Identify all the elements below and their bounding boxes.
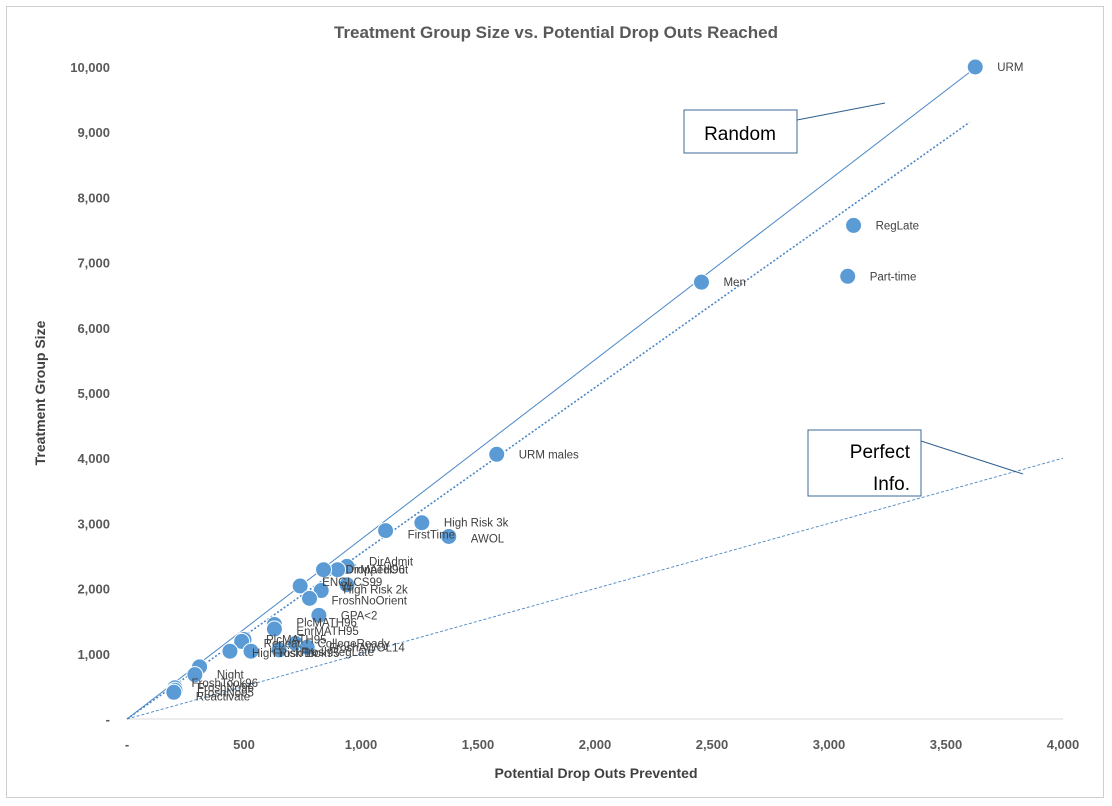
y-tick-label: 7,000: [77, 256, 110, 271]
data-point-label: FroshNo96: [197, 683, 254, 695]
data-point: [242, 642, 260, 660]
y-tick-label: 1,000: [77, 647, 110, 662]
data-point: [966, 58, 984, 76]
data-point-label: High Risk 2k: [343, 585, 408, 597]
x-tick-label: 3,500: [930, 737, 963, 752]
callout-box: [683, 109, 798, 154]
data-point-label: ENGLCS99: [322, 577, 382, 589]
data-point: [312, 582, 330, 600]
data-point-label: FroshNo95: [197, 687, 254, 699]
x-tick-label: 500: [233, 737, 255, 752]
reference-line-perfect-info: [126, 457, 1064, 720]
data-point-label: PlcMATH96: [296, 617, 357, 629]
callout-label: Random: [704, 124, 776, 145]
data-point: [291, 577, 309, 595]
x-tick-label: 2,000: [579, 737, 612, 752]
chart-title: Treatment Group Size vs. Potential Drop …: [334, 23, 778, 42]
data-point: [186, 666, 204, 684]
y-axis-ticks: - 1,000 2,000 3,000 4,000 5,000 6,000 7,000 8,00…: [70, 60, 110, 727]
y-tick-label: 2,000: [77, 582, 110, 597]
data-point-label: FroshAWOL14: [329, 642, 405, 654]
y-tick-label: 10,000: [70, 60, 110, 75]
data-point: [377, 522, 395, 540]
y-tick-label: 4,000: [77, 451, 110, 466]
x-axis-title: Potential Drop Outs Prevented: [494, 765, 697, 781]
data-point-label: FroshRegLate: [301, 647, 374, 659]
data-point-label: DroppedOut: [346, 565, 409, 577]
data-point-label: Repeat: [264, 638, 302, 650]
data-point: [315, 561, 333, 579]
y-tick-label: 6,000: [77, 321, 110, 336]
data-point: [413, 514, 431, 532]
data-point-label: URM males: [519, 449, 579, 461]
data-point-label: FroshTook95: [273, 648, 339, 660]
x-tick-label: -: [125, 737, 129, 752]
data-point-label: FroshTook96: [192, 678, 258, 690]
x-tick-label: 1,500: [462, 737, 495, 752]
x-tick-label: 1,000: [345, 737, 378, 752]
data-points: [165, 58, 984, 701]
x-axis-ticks: - 500 1,000 1,500 2,000 2,500 3,000 3,500 4,000: [125, 737, 1079, 752]
data-point: [488, 445, 506, 463]
data-point: [165, 683, 183, 701]
data-point-label: FirstTime: [408, 530, 455, 542]
y-axis-title: Treatment Group Size: [32, 320, 48, 465]
data-point-label: DirMATH96: [346, 565, 405, 577]
data-point: [265, 620, 283, 638]
data-point: [221, 642, 239, 660]
data-point-label: High Risk 3k: [444, 518, 509, 530]
data-point-labels: URM RegLate Part-time Men URM males High Risk…: [192, 62, 1024, 703]
chart-frame: [6, 6, 1104, 798]
data-point-label: FroshNoOrient: [332, 595, 408, 607]
callout-leader-line: [920, 440, 1024, 475]
data-point-label: PlcMATH95: [266, 634, 327, 646]
callout-label: Perfect: [850, 442, 911, 463]
data-point: [692, 273, 710, 291]
data-point: [298, 638, 316, 656]
data-point-label: CollegeReady: [317, 638, 389, 650]
data-point-label: URM: [997, 62, 1023, 74]
data-point-label: EnrMATH95: [296, 626, 358, 638]
y-tick-label: 8,000: [77, 190, 110, 205]
y-tick-label: 5,000: [77, 386, 110, 401]
callout-label: Info.: [873, 474, 910, 495]
y-tick-label: -: [106, 712, 110, 727]
x-tick-label: 3,000: [813, 737, 846, 752]
data-point: [440, 527, 458, 545]
reference-line-trend: [126, 121, 970, 720]
data-point: [839, 267, 857, 285]
data-point-label: W: [341, 582, 352, 594]
data-point-label: AWOL: [471, 533, 505, 545]
reference-lines: [126, 66, 1064, 720]
data-point: [270, 641, 288, 659]
callout-leader-line: [796, 102, 886, 121]
data-point: [301, 589, 319, 607]
y-tick-label: 3,000: [77, 516, 110, 531]
y-tick-label: 9,000: [77, 125, 110, 140]
callout-box: [807, 429, 922, 497]
reference-line-random: [126, 66, 977, 720]
data-point: [845, 216, 863, 234]
data-point-label: High Risk 1k: [252, 648, 317, 660]
data-point: [310, 606, 328, 624]
data-point-label: DirAdmit: [369, 556, 414, 568]
data-point-label: GPA<2: [341, 610, 378, 622]
data-point-label: Part-time: [870, 271, 917, 283]
x-tick-label: 2,500: [696, 737, 729, 752]
data-point-label: Night: [217, 670, 245, 682]
x-tick-label: 4,000: [1047, 737, 1080, 752]
data-point: [338, 576, 356, 594]
data-point-label: RegLate: [876, 220, 919, 232]
data-point-label: Reactivate: [196, 691, 250, 703]
data-point-label: Men: [723, 277, 745, 289]
callouts: Random Perfect Info.: [683, 102, 1024, 497]
